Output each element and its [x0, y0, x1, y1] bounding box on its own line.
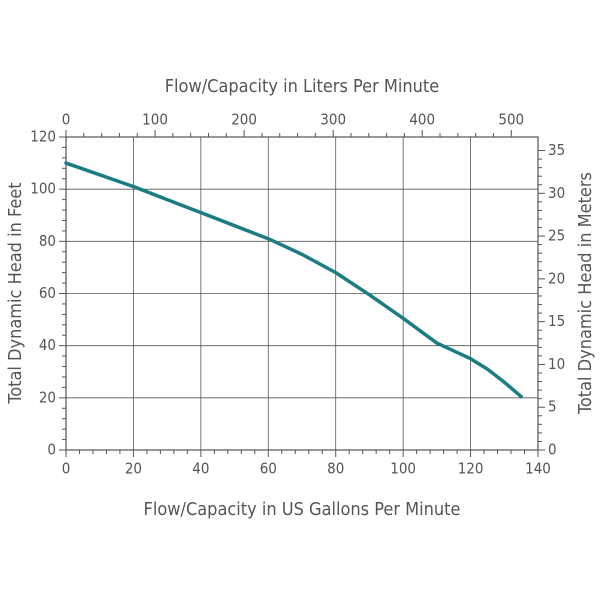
y2-tick-label: 20	[548, 269, 565, 287]
y-tick-label: 80	[39, 232, 56, 250]
x-tick-label: 80	[327, 460, 344, 478]
y-tick-label: 40	[39, 336, 56, 354]
x2-tick-label: 500	[498, 111, 524, 129]
x-tick-label: 120	[458, 460, 484, 478]
x2-tick-label: 0	[62, 111, 71, 129]
y2-tick-label: 0	[548, 441, 557, 459]
x-tick-label: 40	[192, 460, 209, 478]
line	[64, 161, 523, 399]
y-tick-label: 20	[39, 388, 56, 406]
x2-tick-label: 300	[320, 111, 346, 129]
y2-axis-label: Total Dynamic Head in Meters	[575, 172, 596, 415]
y2-tick-label: 25	[548, 227, 565, 245]
y2-tick-label: 15	[548, 312, 565, 330]
x2-tick-label: 100	[142, 111, 168, 129]
y2-tick-label: 30	[548, 184, 565, 202]
x2-tick-label: 400	[409, 111, 435, 129]
x-tick-label: 140	[525, 460, 551, 478]
x-tick-label: 20	[125, 460, 142, 478]
x2-axis-label: Flow/Capacity in Liters Per Minute	[165, 76, 440, 97]
y-axis-label: Total Dynamic Head in Feet	[5, 182, 26, 404]
x-axis-label: Flow/Capacity in US Gallons Per Minute	[144, 499, 461, 520]
y2-tick-label: 5	[548, 398, 557, 416]
y-tick-label: 100	[30, 180, 56, 198]
y-tick-label: 60	[39, 284, 56, 302]
x-tick-label: 0	[62, 460, 71, 478]
y2-tick-label: 35	[548, 141, 565, 159]
x-tick-label: 100	[390, 460, 416, 478]
x-tick-label: 60	[260, 460, 277, 478]
y2-tick-label: 10	[548, 355, 565, 373]
y-tick-label: 120	[30, 128, 56, 146]
y-tick-label: 0	[47, 441, 56, 459]
x2-tick-label: 200	[231, 111, 257, 129]
